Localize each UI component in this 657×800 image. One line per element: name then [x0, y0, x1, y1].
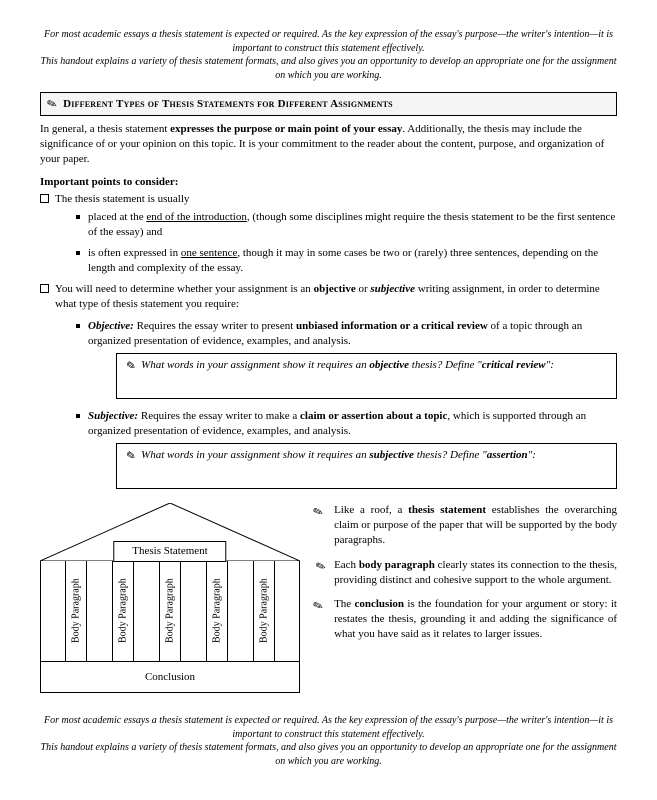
sub-item-1b: is often expressed in one sentence, thou… — [76, 246, 617, 276]
thesis-banner: Thesis Statement — [113, 541, 226, 562]
sub-list-2: Objective: Requires the essay writer to … — [76, 319, 617, 489]
objective-text: Objective: Requires the essay writer to … — [88, 320, 582, 347]
pencil-icon: ✎ — [311, 503, 336, 548]
text-span: ": — [528, 449, 536, 461]
text-span: The — [334, 598, 354, 610]
text-span: Like a roof, a — [334, 504, 408, 516]
objective-block: Objective: Requires the essay writer to … — [88, 319, 617, 399]
pencil-icon: ✎ — [45, 95, 60, 114]
intro-line-2: This handout explains a variety of thesi… — [40, 55, 617, 82]
square-bullet-icon — [76, 324, 80, 328]
checkbox-item-2: You will need to determine whether your … — [40, 282, 617, 312]
pencil-icon: ✎ — [123, 447, 138, 466]
prompt-text: What words in your assignment show it re… — [141, 358, 554, 374]
body-paragraph-pillar: Body Paragraph — [206, 561, 228, 661]
objective-label: Objective: — [88, 320, 134, 332]
text-span: thesis? Define " — [414, 449, 487, 461]
text-bold: conclusion — [354, 598, 404, 610]
conclusion-foundation: Conclusion — [40, 661, 300, 693]
text-span: In general, a thesis statement — [40, 123, 170, 135]
text-span: is often expressed in — [88, 247, 181, 259]
text-span: placed at the — [88, 211, 146, 223]
outro-block: For most academic essays a thesis statem… — [40, 714, 617, 768]
outro-line-1: For most academic essays a thesis statem… — [40, 714, 617, 741]
text-bold: critical review — [482, 359, 546, 371]
sub-item-subjective: Subjective: Requires the essay writer to… — [76, 409, 617, 489]
text-span: Requires the essay writer to make a — [138, 410, 300, 422]
pencil-icon: ✎ — [311, 597, 336, 642]
text-span: Each — [334, 559, 359, 571]
sub-item-text: is often expressed in one sentence, thou… — [88, 246, 617, 276]
important-points-label: Important points to consider: — [40, 175, 617, 190]
square-bullet-icon — [76, 414, 80, 418]
intro-block: For most academic essays a thesis statem… — [40, 28, 617, 82]
text-span: or — [356, 283, 371, 295]
body-paragraph-pillar: Body Paragraph — [159, 561, 181, 661]
lower-area: Thesis Statement Body ParagraphBody Para… — [40, 503, 617, 698]
outro-line-2: This handout explains a variety of thesi… — [40, 741, 617, 768]
text-bold: objective — [369, 359, 409, 371]
house-diagram: Thesis Statement Body ParagraphBody Para… — [40, 503, 300, 698]
section-title: Different Types of Thesis Statements for… — [63, 97, 393, 112]
explain-body: ✎Each body paragraph clearly states its … — [318, 558, 617, 588]
text-bold: body paragraph — [359, 559, 435, 571]
text-span: What words in your assignment show it re… — [141, 449, 369, 461]
subjective-text: Subjective: Requires the essay writer to… — [88, 410, 586, 437]
text-bold: subjective — [369, 449, 414, 461]
subjective-block: Subjective: Requires the essay writer to… — [88, 409, 617, 489]
text-span: thesis? Define " — [409, 359, 482, 371]
checkbox-list-2: You will need to determine whether your … — [40, 282, 617, 312]
sub-item-1a: placed at the end of the introduction, (… — [76, 210, 617, 240]
intro-line-1: For most academic essays a thesis statem… — [40, 28, 617, 55]
text-underline: one sentence — [181, 247, 238, 259]
subjective-prompt-box: ✎ What words in your assignment show it … — [116, 443, 617, 489]
checkbox-icon — [40, 284, 49, 293]
text-bold: expresses the purpose or main point of y… — [170, 123, 402, 135]
text-bold: objective — [314, 283, 356, 295]
text-bold-italic: subjective — [370, 283, 415, 295]
sub-list-1: placed at the end of the introduction, (… — [76, 210, 617, 275]
sub-item-text: placed at the end of the introduction, (… — [88, 210, 617, 240]
checkbox-item-1: The thesis statement is usually — [40, 192, 617, 207]
checkbox-label: The thesis statement is usually — [55, 192, 189, 207]
text-underline: end of the introduction — [146, 211, 247, 223]
section-header: ✎ Different Types of Thesis Statements f… — [40, 92, 617, 116]
text-bold: unbiased information or a critical revie… — [296, 320, 488, 332]
body-paragraph-pillar: Body Paragraph — [65, 561, 87, 661]
text-bold: thesis statement — [408, 504, 486, 516]
text-bold: assertion — [487, 449, 528, 461]
square-bullet-icon — [76, 251, 80, 255]
text-span: ": — [546, 359, 554, 371]
prompt-text: What words in your assignment show it re… — [141, 448, 536, 464]
intro-paragraph: In general, a thesis statement expresses… — [40, 122, 617, 167]
explain-thesis: ✎Like a roof, a thesis statement establi… — [318, 503, 617, 548]
pencil-icon: ✎ — [123, 357, 138, 376]
body-paragraph-pillar: Body Paragraph — [253, 561, 275, 661]
explanation-column: ✎Like a roof, a thesis statement establi… — [318, 503, 617, 698]
text-span: Like a roof, a thesis statement establis… — [334, 503, 617, 548]
objective-prompt-box: ✎ What words in your assignment show it … — [116, 353, 617, 399]
text-bold: claim or assertion about a topic — [300, 410, 447, 422]
text-span: You will need to determine whether your … — [55, 283, 314, 295]
text-span: The conclusion is the foundation for you… — [334, 597, 617, 642]
explain-conclusion: ✎The conclusion is the foundation for yo… — [318, 597, 617, 642]
checkbox-list: The thesis statement is usually — [40, 192, 617, 207]
body-paragraph-pillar: Body Paragraph — [112, 561, 134, 661]
sub-item-objective: Objective: Requires the essay writer to … — [76, 319, 617, 399]
pencil-icon: ✎ — [313, 557, 333, 588]
text-span: Requires the essay writer to present — [134, 320, 296, 332]
house-shape: Thesis Statement Body ParagraphBody Para… — [40, 503, 300, 698]
pillars-row: Body Paragraph Body Paragraph Body Paragra… — [40, 561, 300, 661]
checkbox-label: You will need to determine whether your … — [55, 282, 617, 312]
text-span: What words in your assignment show it re… — [141, 359, 369, 371]
subjective-label: Subjective: — [88, 410, 138, 422]
text-span: Each body paragraph clearly states its c… — [334, 558, 617, 588]
checkbox-icon — [40, 194, 49, 203]
square-bullet-icon — [76, 215, 80, 219]
